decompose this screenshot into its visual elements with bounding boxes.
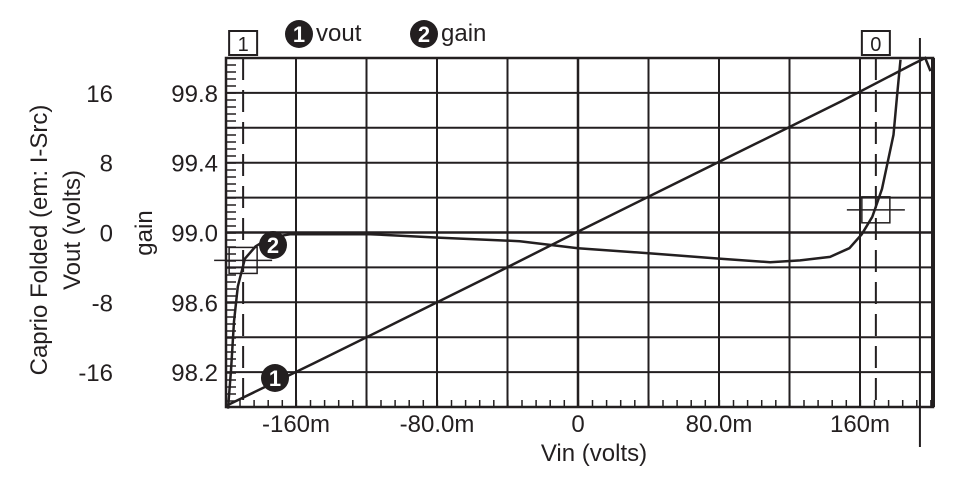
x-tick-label: -80.0m <box>400 411 475 438</box>
vout-tick-label: -16 <box>78 360 113 387</box>
vout-tick-label: 16 <box>86 81 113 108</box>
legend-item-vout[interactable]: 1 vout <box>285 20 362 48</box>
cursor-box <box>861 196 891 224</box>
x-tick-label: 0 <box>571 411 584 438</box>
legend-marker-1 <box>285 20 313 48</box>
vout-tick-label: 8 <box>100 151 113 178</box>
series-line-vout <box>224 56 932 408</box>
x-tick-label: 160m <box>830 411 890 438</box>
y-axis-title-gain: gain <box>131 210 158 255</box>
y-axis-title-outer: Caprio Folded (em: I-Src) <box>26 105 53 376</box>
gain-tick-label: 99.0 <box>171 221 218 248</box>
gain-tick-label: 99.4 <box>171 151 218 178</box>
series-line-gain <box>226 59 902 409</box>
cursor-flag-label: 0 <box>870 34 881 56</box>
minor-ticks <box>226 64 932 407</box>
x-tick-label: 80.0m <box>686 411 753 438</box>
gain-tick-label: 98.6 <box>171 290 218 317</box>
cursor-flag-0[interactable] <box>860 30 891 56</box>
legend-label-gain: gain <box>441 20 486 47</box>
x-axis-title: Vin (volts) <box>541 440 647 467</box>
legend-marker-2 <box>410 20 438 48</box>
legend-item-gain[interactable]: 2 gain <box>410 20 486 48</box>
tick-labels: -160m -80.0m 0 80.0m 160m 16 8 0 -8 -16 99.8 99.4 99… <box>78 81 890 438</box>
series-layer: 12 <box>224 56 932 409</box>
legend-marker-1-label: 1 <box>293 22 305 47</box>
series-marker-2 <box>259 231 287 259</box>
vout-tick-label: 0 <box>100 221 113 248</box>
gain-tick-label: 98.2 <box>171 360 218 387</box>
legend-marker-2-label: 2 <box>418 22 430 47</box>
gain-tick-label: 99.8 <box>171 81 218 108</box>
series-marker-1 <box>261 364 289 392</box>
cursor-flag-label: 1 <box>238 34 249 56</box>
legend-label-vout: vout <box>316 20 362 47</box>
cursor-box <box>228 246 258 275</box>
legend: 1 vout 2 gain <box>285 20 486 48</box>
series-marker-label: 1 <box>269 366 281 391</box>
vout-tick-label: -8 <box>92 290 113 317</box>
cursor-flag-1[interactable] <box>228 30 259 56</box>
series-marker-label: 2 <box>267 233 279 258</box>
x-tick-label: -160m <box>262 411 330 438</box>
y-axis-title-vout: Vout (volts) <box>59 170 86 290</box>
